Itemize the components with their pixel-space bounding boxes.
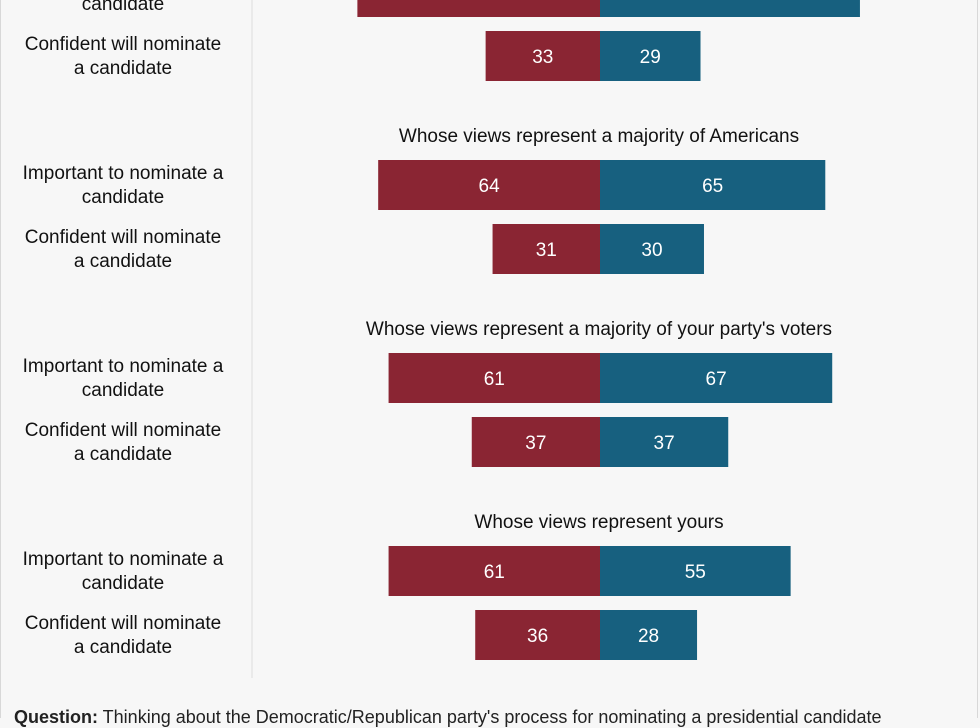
bar-right <box>600 353 833 403</box>
row-label-line1: Confident will nominate <box>25 227 221 248</box>
bar-value-right: 55 <box>685 562 706 583</box>
bar-value-right: 29 <box>640 47 661 68</box>
row-label-line2: a candidate <box>74 637 172 658</box>
row-label-line2: candidate <box>82 380 164 401</box>
footnote-text: Thinking about the Democratic/Republican… <box>98 707 882 727</box>
bar-value-right: 30 <box>641 240 662 261</box>
bar-left <box>378 160 600 210</box>
bar-value-left: 36 <box>527 626 548 647</box>
row-label-line2: a candidate <box>74 58 172 79</box>
bar-value-left: 61 <box>484 562 505 583</box>
diverging-bar-chart: 70 75 candidate 33 29 Confident will nominate… <box>23 0 860 678</box>
bar-left <box>357 0 600 17</box>
bar-value-left: 31 <box>536 240 557 261</box>
bar-left <box>471 417 600 467</box>
group-title: Whose views represent yours <box>474 512 723 533</box>
bar-left <box>388 546 600 596</box>
bar-right <box>600 31 701 81</box>
chart-marks: 70 75 candidate 33 29 Confident will nominate… <box>23 0 860 660</box>
bar-value-left: 61 <box>484 369 505 390</box>
row-label-line2: candidate <box>82 187 164 208</box>
row-label-line1: Confident will nominate <box>25 34 221 55</box>
bar-value-right: 65 <box>702 176 723 197</box>
row-label-line1: Confident will nominate <box>25 613 221 634</box>
bar-value-right: 67 <box>706 369 727 390</box>
group-title: Whose views represent a majority of Amer… <box>399 126 799 147</box>
bar-right <box>600 224 704 274</box>
bar-value-left: 33 <box>532 47 553 68</box>
bar-value-right: 75 <box>719 0 740 4</box>
row-label-line1: Important to nominate a <box>23 356 224 377</box>
bar-left <box>492 224 600 274</box>
row-label-line2: candidate <box>82 0 164 15</box>
row-label-line1: Important to nominate a <box>23 163 224 184</box>
question-footnote: Question: Thinking about the Democratic/… <box>14 707 974 728</box>
bar-right <box>600 0 860 17</box>
row-label-line1: Confident will nominate <box>25 420 221 441</box>
row-label-line1: Important to nominate a <box>23 549 224 570</box>
bar-left <box>475 610 600 660</box>
bar-value-left: 37 <box>525 433 546 454</box>
group-title: Whose views represent a majority of your… <box>366 319 832 340</box>
bar-right <box>600 546 791 596</box>
row-label-line2: candidate <box>82 573 164 594</box>
row-label-line2: a candidate <box>74 251 172 272</box>
bar-value-left: 70 <box>468 0 489 4</box>
bar-value-right: 37 <box>654 433 675 454</box>
row-label-line2: a candidate <box>74 444 172 465</box>
footnote-bold: Question: <box>14 707 98 727</box>
bar-right <box>600 160 826 210</box>
bar-right <box>600 610 698 660</box>
bar-value-right: 28 <box>638 626 659 647</box>
bar-left <box>388 353 600 403</box>
bar-left <box>485 31 600 81</box>
bar-value-left: 64 <box>479 176 501 197</box>
bar-right <box>600 417 729 467</box>
